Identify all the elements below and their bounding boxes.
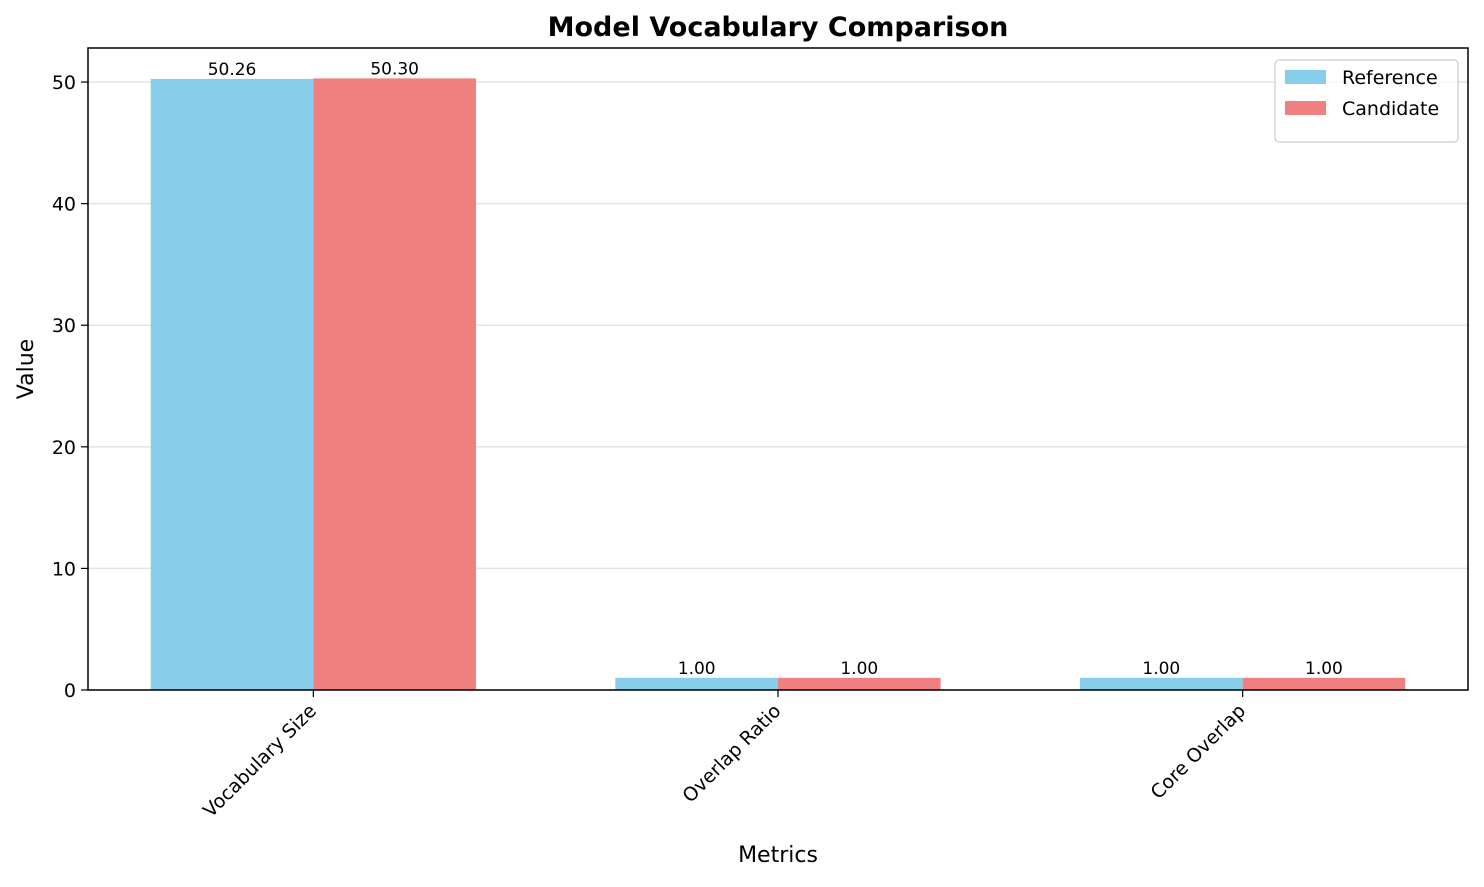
bar [1242, 677, 1406, 690]
legend-swatch [1285, 101, 1326, 115]
bar [313, 78, 476, 691]
legend-swatch [1285, 70, 1326, 84]
x-tick-label: Core Overlap [1146, 700, 1250, 804]
value-label: 1.00 [840, 659, 878, 679]
plot-frame [87, 47, 1469, 691]
legend: Reference Candidate [1274, 59, 1459, 143]
y-tick-label: 10 [52, 558, 76, 580]
y-tick-label: 40 [52, 194, 76, 216]
value-label: 1.00 [1305, 659, 1343, 679]
value-label: 50.30 [370, 59, 419, 79]
bar [778, 677, 941, 690]
y-tick-label: 0 [64, 680, 76, 702]
legend-label: Reference [1342, 67, 1438, 89]
y-tick-label: 50 [52, 72, 76, 94]
legend-label: Candidate [1342, 98, 1439, 120]
bar [1080, 677, 1243, 690]
y-axis-label: Value [14, 339, 39, 399]
y-tick-label: 20 [52, 437, 76, 459]
bar [615, 677, 778, 690]
value-label: 50.26 [208, 60, 257, 80]
value-label: 1.00 [678, 659, 716, 679]
x-tick-label: Overlap Ratio [678, 700, 785, 807]
y-tick-label: 30 [52, 315, 76, 337]
x-tick-label: Vocabulary Size [199, 700, 321, 822]
x-axis-label: Metrics [738, 843, 818, 868]
value-label: 1.00 [1142, 659, 1180, 679]
chart-title: Model Vocabulary Comparison [548, 12, 1009, 43]
bar [150, 78, 314, 690]
